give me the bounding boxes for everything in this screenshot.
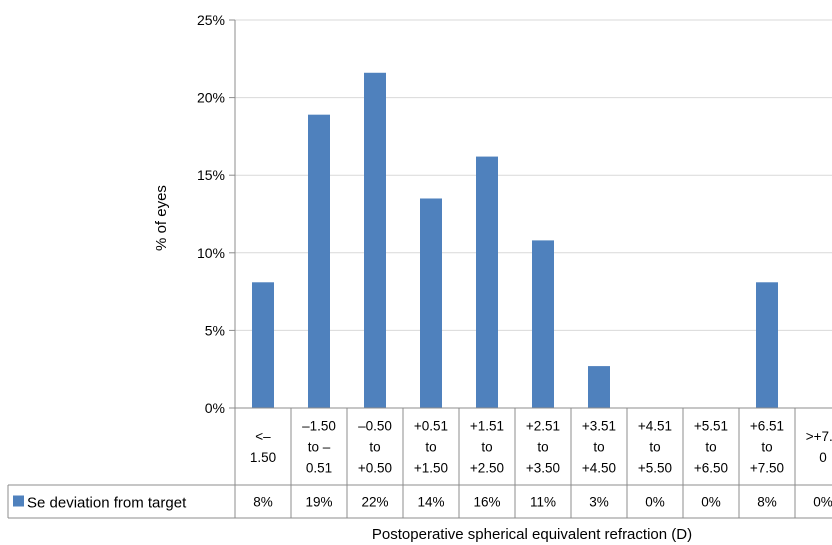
bar bbox=[308, 114, 330, 408]
x-category-label: to bbox=[369, 440, 380, 455]
data-label: 8% bbox=[757, 495, 777, 510]
x-category-label: to bbox=[761, 440, 772, 455]
data-label: 11% bbox=[530, 495, 556, 510]
bar bbox=[364, 72, 386, 408]
x-category-label: +6.51 bbox=[750, 419, 784, 434]
y-tick-label: 5% bbox=[205, 322, 225, 338]
x-category-label: +3.50 bbox=[526, 461, 560, 476]
data-label: 22% bbox=[361, 495, 388, 510]
data-table: <– 1.50 –1.50 to – 0.51 –0.50 to +0.50 +0.51 to +1… bbox=[7, 407, 832, 519]
data-label: 0% bbox=[813, 495, 832, 510]
x-category-label: to bbox=[593, 440, 604, 455]
x-category-label: +5.51 bbox=[694, 419, 728, 434]
x-axis-label: Postoperative spherical equivalent refra… bbox=[372, 526, 692, 543]
bar bbox=[756, 282, 778, 408]
x-category-label: +0.50 bbox=[358, 461, 392, 476]
y-tick-label: 25% bbox=[197, 12, 225, 28]
x-category-label: to bbox=[425, 440, 436, 455]
data-label: 0% bbox=[645, 495, 665, 510]
x-category-label: +4.50 bbox=[582, 461, 616, 476]
legend-swatch bbox=[13, 495, 24, 507]
x-category-label: +7.50 bbox=[750, 461, 784, 476]
x-category-label: to – bbox=[308, 440, 331, 455]
x-category-label: +4.51 bbox=[638, 419, 672, 434]
x-category-label: +1.50 bbox=[414, 461, 448, 476]
x-category-label: +1.51 bbox=[470, 419, 504, 434]
x-category-label: 1.50 bbox=[250, 450, 276, 465]
data-label: 14% bbox=[417, 495, 444, 510]
y-tick-label: 20% bbox=[197, 90, 225, 106]
bar bbox=[588, 366, 610, 408]
y-tick-labels: 0% 5% 10% 15% 20% 25% bbox=[197, 12, 225, 416]
legend-label: Se deviation from target bbox=[27, 495, 187, 512]
bar bbox=[252, 282, 274, 408]
bars bbox=[252, 72, 778, 408]
x-category-label: +3.51 bbox=[582, 419, 616, 434]
bar bbox=[420, 198, 442, 408]
data-label: 8% bbox=[253, 495, 273, 510]
x-category-label: 0 bbox=[819, 450, 827, 465]
x-category-label: <– bbox=[255, 429, 271, 444]
x-category-label: –0.50 bbox=[358, 419, 392, 434]
x-category-label: +0.51 bbox=[414, 419, 448, 434]
x-category-label: to bbox=[705, 440, 716, 455]
x-category-label: to bbox=[481, 440, 492, 455]
data-label: 0% bbox=[701, 495, 721, 510]
data-label: 3% bbox=[589, 495, 609, 510]
x-category-label: –1.50 bbox=[302, 419, 336, 434]
x-category-label: to bbox=[537, 440, 548, 455]
x-category-label: 0.51 bbox=[306, 461, 332, 476]
y-axis-label: % of eyes bbox=[153, 185, 170, 251]
bar bbox=[476, 156, 498, 408]
data-label: 19% bbox=[305, 495, 332, 510]
bar bbox=[532, 240, 554, 408]
x-category-label: >+7.5 bbox=[806, 429, 832, 444]
x-category-label: +2.50 bbox=[470, 461, 504, 476]
x-category-label: +5.50 bbox=[638, 461, 672, 476]
x-category-label: to bbox=[649, 440, 660, 455]
x-category-label: +2.51 bbox=[526, 419, 560, 434]
y-tick-label: 10% bbox=[197, 245, 225, 261]
gridlines bbox=[229, 19, 832, 409]
data-label: 16% bbox=[473, 495, 500, 510]
x-category-label: +6.50 bbox=[694, 461, 728, 476]
y-tick-label: 15% bbox=[197, 167, 225, 183]
y-tick-label: 0% bbox=[205, 400, 225, 416]
